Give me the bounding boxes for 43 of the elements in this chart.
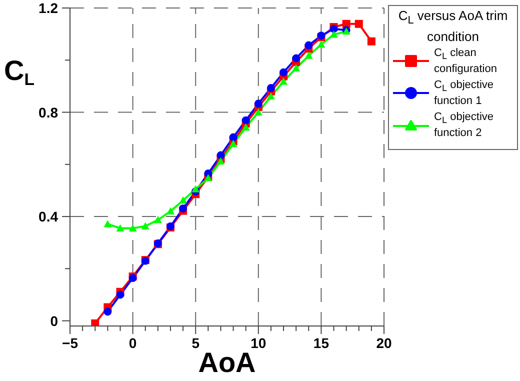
legend-title: C$_{L}$ versus AoA trim condition: [398, 8, 508, 44]
point: [330, 30, 338, 38]
point: [254, 100, 262, 108]
point: [216, 151, 225, 160]
point: [116, 290, 124, 299]
point: [141, 222, 150, 230]
y-tick-label: 1.2: [38, 0, 58, 16]
point: [116, 224, 124, 232]
point: [242, 116, 250, 124]
y-axis-title: C$_{L}$: [4, 55, 34, 90]
point: [280, 78, 288, 85]
point: [91, 319, 100, 326]
x-tick-label: −5: [62, 335, 78, 351]
point: [229, 133, 238, 142]
y-tick-label: 0: [50, 312, 58, 329]
point: [354, 20, 363, 28]
x-tick-label: 0: [128, 335, 137, 351]
point: [192, 185, 200, 192]
point: [304, 52, 313, 59]
point: [367, 37, 376, 46]
point: [266, 84, 275, 92]
point: [254, 108, 262, 116]
point: [179, 204, 188, 212]
y-tick-label: 0.8: [38, 104, 58, 120]
point: [154, 216, 162, 224]
legend-label: C$_{L}$ objective function 2: [434, 110, 494, 140]
point: [292, 54, 300, 62]
point: [104, 308, 112, 316]
point: [317, 40, 326, 48]
x-tick-label: 5: [192, 335, 200, 351]
point: [229, 140, 238, 147]
point: [292, 64, 300, 72]
point: [280, 68, 288, 76]
x-tick-label: 15: [313, 335, 330, 351]
point: [104, 220, 112, 228]
x-tick-label: 20: [376, 335, 392, 351]
point: [179, 196, 188, 204]
point: [266, 92, 275, 100]
point: [304, 41, 313, 50]
point: [216, 157, 225, 164]
point: [242, 123, 250, 131]
point: [128, 224, 137, 232]
y-tick-label: 0.4: [38, 208, 58, 225]
